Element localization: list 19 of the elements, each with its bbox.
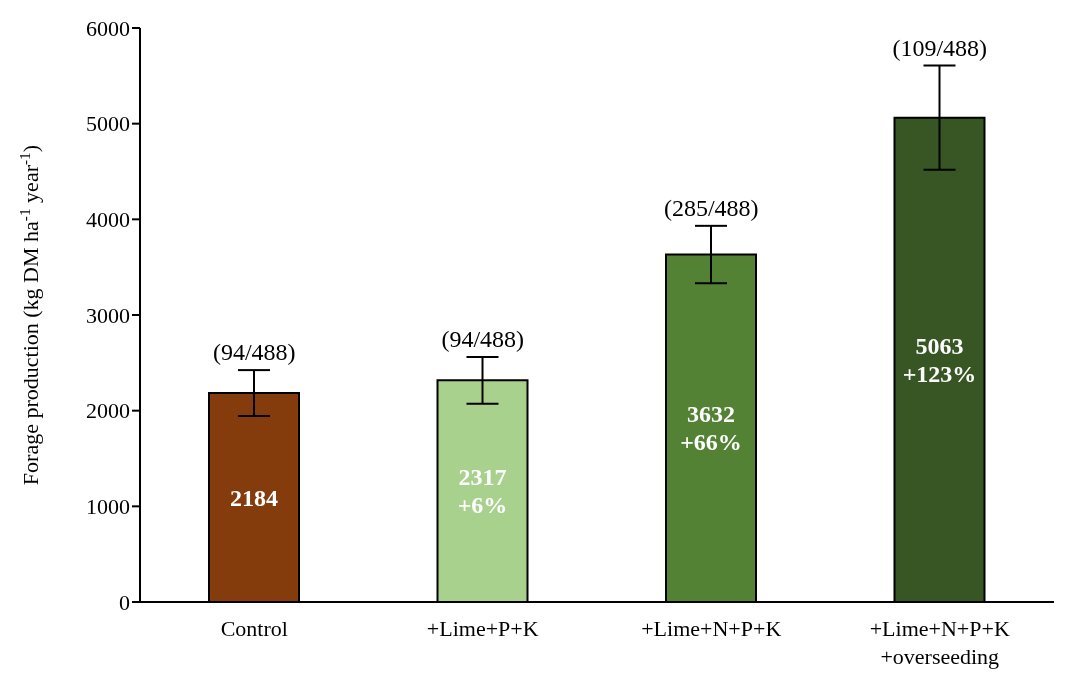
- y-tick-label: 0: [119, 589, 130, 615]
- y-tick-label: 4000: [86, 207, 130, 233]
- annotation: (285/488): [663, 195, 759, 222]
- data-label: 2184: [230, 484, 278, 511]
- data-label: 5063 +123%: [902, 332, 977, 387]
- annotation: (94/488): [212, 339, 296, 366]
- y-tick-label: 1000: [86, 494, 130, 520]
- x-tick-label: Control: [220, 616, 288, 641]
- y-tick-label: 6000: [86, 15, 130, 41]
- x-tick-label: +Lime+N+P+K +overseeding: [869, 616, 1010, 669]
- annotation: (94/488): [441, 326, 525, 352]
- y-tick-label: 5000: [86, 111, 130, 137]
- data-label: 2317 +6%: [457, 464, 508, 519]
- x-tick-label: +Lime+P+K: [426, 616, 539, 641]
- y-tick-label: 3000: [86, 302, 130, 328]
- y-tick-label: 2000: [86, 398, 130, 424]
- data-label: 3632 +66%: [680, 401, 742, 456]
- annotation: (109/488): [892, 34, 988, 61]
- x-tick-label: +Lime+N+P+K: [641, 616, 782, 641]
